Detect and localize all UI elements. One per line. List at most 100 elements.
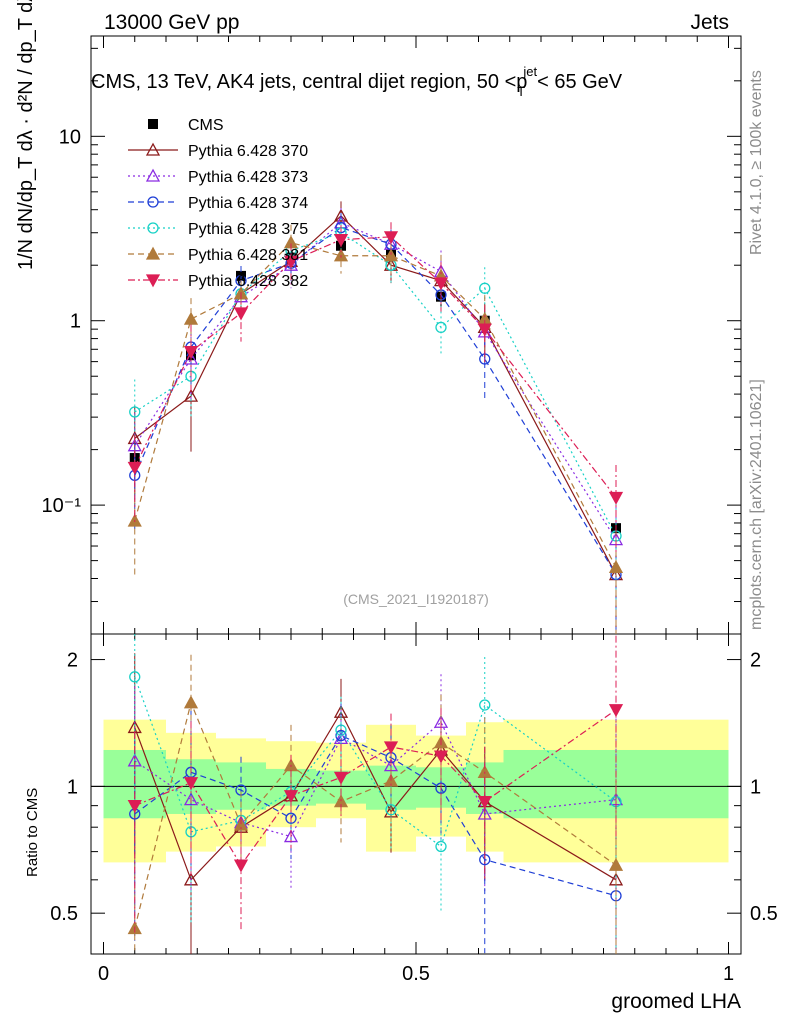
y-axis-label-main: 1/N dN/dp_T dλ · d²N / dp_T dλ	[15, 0, 37, 270]
legend-item: Pythia 6.428 374	[128, 195, 308, 212]
ratio-series-group	[127, 634, 624, 954]
chart-title: CMS, 13 TeV, AK4 jets, central dijet reg…	[91, 64, 623, 99]
legend-item: CMS	[148, 117, 224, 134]
legend-label: Pythia 6.428 381	[188, 247, 308, 264]
y-axis-label-ratio: Ratio to CMS	[24, 788, 41, 877]
y-label-main-text: 1/N dN/dp_T dλ · d²N / dp_T dλ	[15, 0, 37, 270]
legend-item: Pythia 6.428 382	[128, 273, 308, 290]
legend-label: Pythia 6.428 382	[188, 273, 308, 290]
chart-title-sub: T	[517, 84, 525, 99]
data-point	[333, 234, 349, 248]
mcplots-label: mcplots.cern.ch [arXiv:2401.10621]	[748, 379, 765, 630]
data-point	[145, 168, 161, 182]
data-point	[145, 142, 161, 156]
series-line	[134, 222, 617, 540]
legend-label: Pythia 6.428 375	[188, 221, 308, 238]
y-ratio-tick-label-right: 2	[750, 650, 761, 672]
chart-title-p: p	[516, 71, 527, 93]
legend: CMS Pythia 6.428 370 Pythia 6.428 373 Pythi…	[128, 117, 308, 290]
data-point	[129, 671, 141, 683]
data-point	[233, 307, 249, 321]
y-main-tick-label: 1	[70, 311, 81, 333]
data-point	[477, 323, 492, 337]
data-point	[335, 221, 347, 234]
legend-label: Pythia 6.428 370	[188, 143, 308, 160]
data-point	[283, 790, 299, 804]
data-point	[183, 777, 199, 791]
data-point	[283, 255, 299, 269]
y-ratio-tick-label-right: 1	[750, 776, 761, 798]
series-ratio-6	[127, 635, 624, 933]
data-point	[333, 208, 349, 222]
data-point	[127, 799, 142, 814]
data-point	[233, 859, 249, 873]
y-ratio-tick-label-right: 0.5	[750, 903, 778, 925]
legend-item: Pythia 6.428 381	[128, 246, 308, 264]
legend-item: Pythia 6.428 370	[128, 142, 308, 160]
x-axis-label: groomed LHA	[611, 990, 741, 1013]
data-point	[127, 461, 142, 475]
data-point	[383, 248, 399, 262]
data-point	[608, 704, 624, 718]
y-main-tick-label: 10⁻¹	[42, 495, 82, 517]
data-point	[383, 741, 399, 755]
axis-ticks: 0 0.5 1 10⁻¹ 1 10 0.5 0.5 1 1 2 2	[42, 36, 778, 985]
data-point	[608, 491, 624, 505]
data-point	[183, 345, 199, 359]
x-tick-label: 1	[723, 963, 734, 985]
y-ratio-tick-label: 0.5	[50, 903, 78, 925]
data-point	[433, 750, 449, 764]
chart-title-sup: jet	[522, 64, 537, 79]
data-point	[479, 282, 491, 294]
series-main-1	[127, 201, 624, 634]
rivet-label: Rivet 4.1.0, ≥ 100k events	[748, 70, 765, 255]
y-ratio-tick-label: 1	[67, 776, 78, 798]
data-point	[608, 559, 624, 573]
data-point	[335, 724, 347, 736]
data-point	[433, 277, 449, 291]
data-point	[435, 321, 447, 334]
series-line	[134, 232, 617, 537]
data-point	[183, 695, 199, 709]
x-tick-label: 0	[98, 963, 109, 985]
data-point	[479, 699, 491, 711]
header-right: Jets	[690, 11, 729, 34]
series-ratio-5	[127, 654, 624, 954]
series-main-6	[127, 222, 624, 553]
y-main-tick-label: 10	[59, 126, 81, 148]
data-point	[145, 246, 161, 260]
chart-title-tail: < 65 GeV	[537, 71, 623, 93]
data-point	[147, 222, 159, 234]
data-point	[477, 795, 492, 809]
x-tick-label: 0.5	[402, 963, 430, 985]
data-point	[383, 231, 399, 245]
series-line	[134, 215, 617, 575]
legend-label: Pythia 6.428 373	[188, 169, 308, 186]
series-line	[134, 226, 617, 575]
data-point	[333, 771, 349, 785]
data-point	[285, 812, 297, 824]
data-point	[435, 840, 447, 853]
main-series-group	[127, 201, 624, 634]
header-left: 13000 GeV pp	[104, 11, 239, 34]
legend-label: Pythia 6.428 374	[188, 195, 308, 212]
analysis-id: (CMS_2021_I1920187)	[343, 591, 489, 607]
data-point	[145, 274, 161, 288]
ratio-line	[134, 676, 617, 848]
series-line	[134, 242, 617, 568]
data-point	[385, 804, 397, 816]
data-point	[608, 857, 624, 871]
uncertainty-bands	[103, 719, 729, 863]
data-point	[147, 196, 159, 208]
y-ratio-tick-label: 2	[67, 650, 78, 672]
chart-title-main: CMS, 13 TeV, AK4 jets, central dijet reg…	[91, 71, 516, 93]
legend-item: Pythia 6.428 373	[128, 168, 308, 186]
data-point	[233, 817, 249, 831]
data-point	[148, 119, 158, 129]
legend-label: CMS	[188, 117, 224, 134]
data-point	[183, 311, 199, 325]
legend-item: Pythia 6.428 375	[128, 221, 308, 238]
data-point	[129, 406, 141, 418]
